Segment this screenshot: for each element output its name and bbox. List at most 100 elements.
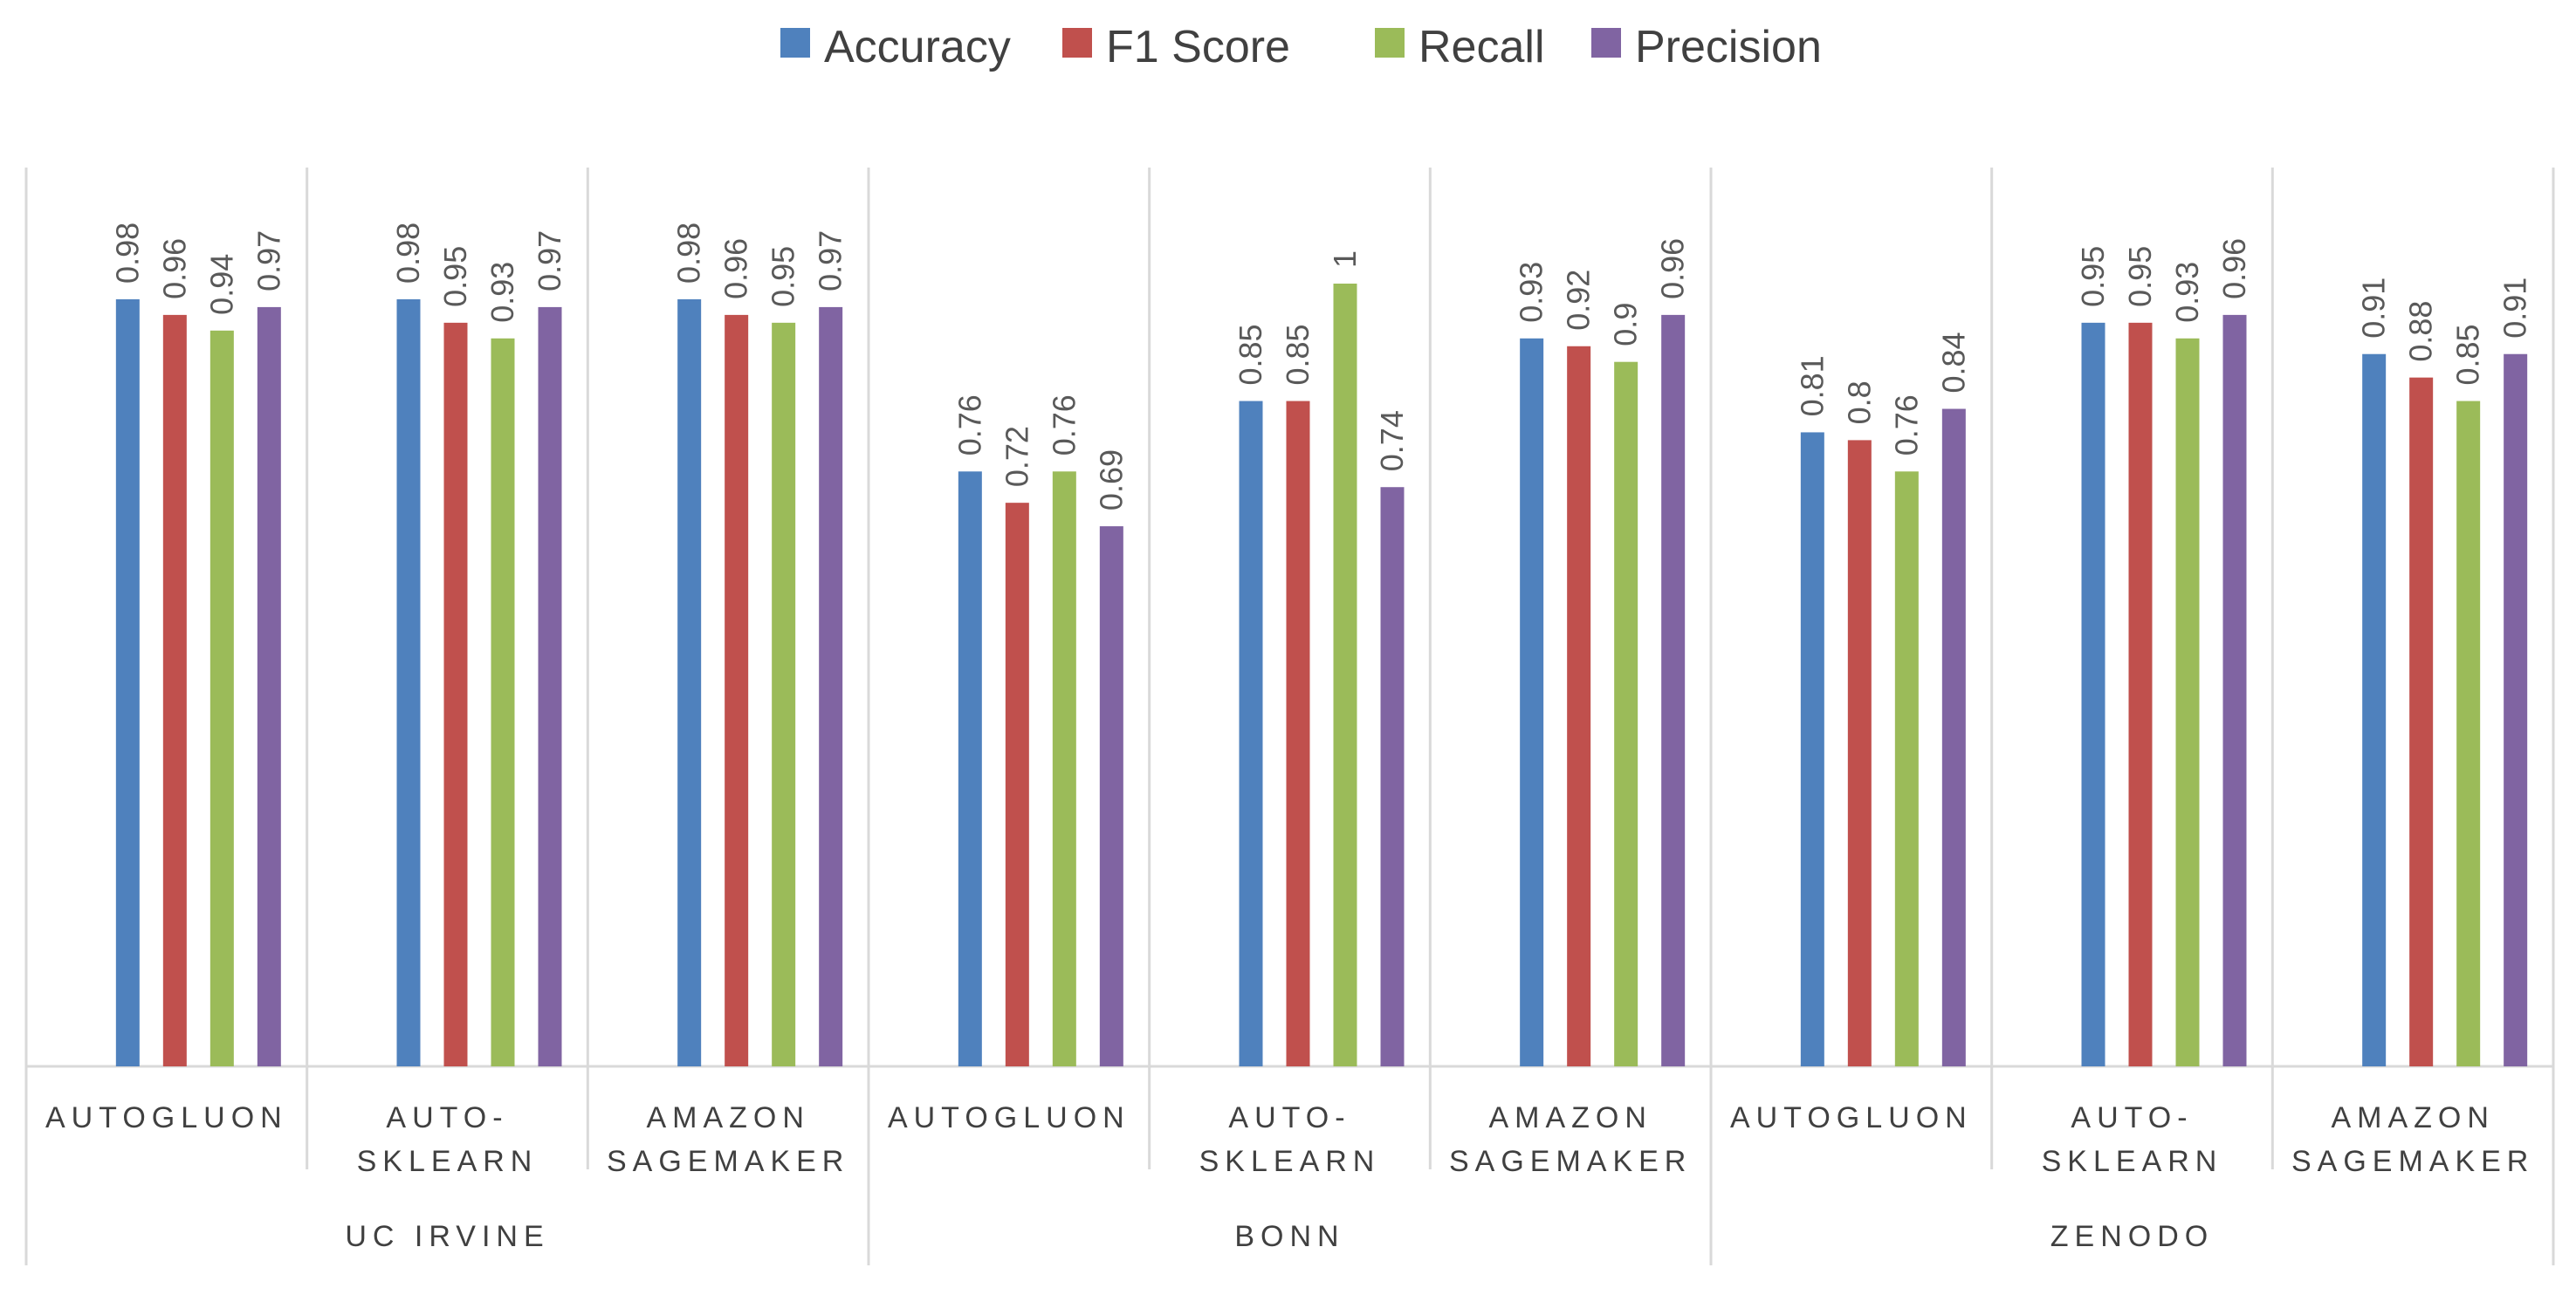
value-label: 0.76 <box>951 394 987 456</box>
category-label: SKLEARN <box>1199 1145 1381 1178</box>
bar-bonn-auto-sklearn-accuracy <box>1239 401 1263 1066</box>
bar-uc-irvine-autogluon-precision <box>257 306 281 1066</box>
value-label: 0.88 <box>2403 301 2439 362</box>
bar-uc-irvine-amazon-sagemaker-f1-score <box>725 314 749 1066</box>
bar-zenodo-autogluon-accuracy <box>1800 432 1824 1066</box>
value-label: 0.74 <box>1374 410 1410 471</box>
value-label: 0.95 <box>766 246 801 307</box>
group-label-uc-irvine: UC IRVINE <box>345 1220 549 1253</box>
bar-uc-irvine-amazon-sagemaker-recall <box>772 322 796 1067</box>
value-label: 0.91 <box>2356 278 2392 339</box>
bar-uc-irvine-auto-sklearn-precision <box>538 306 562 1066</box>
bar-bonn-amazon-sagemaker-recall <box>1614 361 1638 1066</box>
bar-zenodo-autogluon-precision <box>1941 408 1966 1066</box>
bar-uc-irvine-autogluon-recall <box>210 330 234 1066</box>
legend-label-recall: Recall <box>1419 22 1545 72</box>
bar-uc-irvine-autogluon-accuracy <box>115 298 140 1066</box>
value-label: 0.96 <box>1655 238 1691 299</box>
value-label: 0.9 <box>1608 303 1644 346</box>
value-label: 0.95 <box>437 246 473 307</box>
category-label: AUTO- <box>386 1101 508 1134</box>
group-label-zenodo: ZENODO <box>2050 1220 2214 1253</box>
bar-zenodo-autogluon-f1-score <box>1847 440 1872 1066</box>
value-label: 0.98 <box>109 223 145 284</box>
group-labels-layer: UC IRVINE BONN ZENODO <box>345 1220 2214 1253</box>
bar-zenodo-auto-sklearn-accuracy <box>2081 322 2105 1067</box>
category-label: AMAZON <box>646 1101 809 1134</box>
bar-bonn-autogluon-precision <box>1099 526 1123 1066</box>
category-label: SAGEMAKER <box>2291 1145 2534 1178</box>
value-label: 0.81 <box>1794 355 1830 416</box>
bar-bonn-amazon-sagemaker-f1-score <box>1567 346 1591 1066</box>
value-label: 0.97 <box>251 230 286 291</box>
value-label: 0.95 <box>2075 246 2111 307</box>
bar-bonn-amazon-sagemaker-precision <box>1661 314 1686 1066</box>
category-label: AUTOGLUON <box>1730 1101 1973 1134</box>
bar-zenodo-auto-sklearn-precision <box>2222 314 2247 1066</box>
bar-bonn-autogluon-accuracy <box>958 471 982 1066</box>
bar-zenodo-auto-sklearn-recall <box>2175 338 2200 1066</box>
bar-zenodo-amazon-sagemaker-precision <box>2504 353 2528 1067</box>
category-label: AUTOGLUON <box>45 1101 288 1134</box>
category-labels-layer: AUTOGLUON AUTO- SKLEARN AMAZON SAGEMAKER AUTO… <box>45 1101 2534 1178</box>
value-label: 0.98 <box>390 223 426 284</box>
value-label: 0.85 <box>1233 324 1268 385</box>
value-label: 0.92 <box>1561 270 1597 331</box>
value-label: 0.84 <box>1935 332 1971 393</box>
bar-zenodo-auto-sklearn-f1-score <box>2128 322 2153 1067</box>
category-label: SKLEARN <box>2042 1145 2223 1178</box>
value-label: 0.93 <box>484 262 520 323</box>
category-label: AUTOGLUON <box>888 1101 1130 1134</box>
bar-bonn-amazon-sagemaker-accuracy <box>1520 338 1544 1066</box>
group-label-bonn: BONN <box>1234 1220 1344 1253</box>
bar-zenodo-amazon-sagemaker-f1-score <box>2409 377 2434 1066</box>
value-label: 0.96 <box>156 238 192 299</box>
value-label: 0.85 <box>2450 324 2486 385</box>
bar-zenodo-amazon-sagemaker-accuracy <box>2362 353 2387 1067</box>
value-label: 0.97 <box>813 230 848 291</box>
value-labels-layer: 0.98 0.96 0.94 0.97 0.98 0.95 0.93 0.97 0.98 0.96… <box>109 223 2532 510</box>
category-label: AUTO- <box>1228 1101 1350 1134</box>
legend-swatch-f1-score <box>1062 28 1092 58</box>
value-label: 0.96 <box>718 238 754 299</box>
bar-uc-irvine-auto-sklearn-accuracy <box>396 298 421 1066</box>
bar-uc-irvine-auto-sklearn-f1-score <box>443 322 468 1067</box>
legend-swatch-precision <box>1591 28 1621 58</box>
bar-uc-irvine-amazon-sagemaker-precision <box>819 306 843 1066</box>
category-label: AMAZON <box>2331 1101 2494 1134</box>
value-label: 0.97 <box>532 230 567 291</box>
value-label: 0.76 <box>1888 394 1924 456</box>
value-label: 0.96 <box>2216 238 2252 299</box>
category-label: SKLEARN <box>357 1145 539 1178</box>
bar-bonn-auto-sklearn-f1-score <box>1286 401 1310 1066</box>
category-label: SAGEMAKER <box>607 1145 849 1178</box>
value-label: 0.85 <box>1280 324 1315 385</box>
bar-uc-irvine-amazon-sagemaker-accuracy <box>677 298 702 1066</box>
bars-layer <box>115 284 2528 1067</box>
bar-bonn-autogluon-f1-score <box>1005 503 1029 1066</box>
bar-uc-irvine-autogluon-f1-score <box>162 314 187 1066</box>
value-label: 0.72 <box>999 426 1034 487</box>
legend-swatch-recall <box>1375 28 1405 58</box>
value-label: 0.8 <box>1841 380 1877 424</box>
legend-swatch-accuracy <box>780 28 810 58</box>
category-label: AUTO- <box>2071 1101 2193 1134</box>
value-label: 0.94 <box>203 254 239 315</box>
legend-label-accuracy: Accuracy <box>824 22 1011 72</box>
value-label: 0.91 <box>2497 278 2533 339</box>
bar-bonn-auto-sklearn-recall <box>1333 284 1357 1066</box>
legend-label-f1-score: F1 Score <box>1106 22 1290 72</box>
chart-legend: Accuracy F1 Score Recall Precision <box>780 22 1822 72</box>
bar-zenodo-autogluon-recall <box>1894 471 1919 1066</box>
bar-bonn-autogluon-recall <box>1052 471 1076 1066</box>
bar-zenodo-amazon-sagemaker-recall <box>2456 401 2481 1066</box>
value-label: 0.76 <box>1046 394 1082 456</box>
value-label: 0.98 <box>671 223 707 284</box>
value-label: 0.95 <box>2122 246 2158 307</box>
value-label: 0.69 <box>1093 449 1129 510</box>
bar-bonn-auto-sklearn-precision <box>1380 487 1405 1066</box>
bar-uc-irvine-auto-sklearn-recall <box>491 338 515 1066</box>
legend-label-precision: Precision <box>1635 22 1822 72</box>
value-label: 1 <box>1327 250 1363 268</box>
